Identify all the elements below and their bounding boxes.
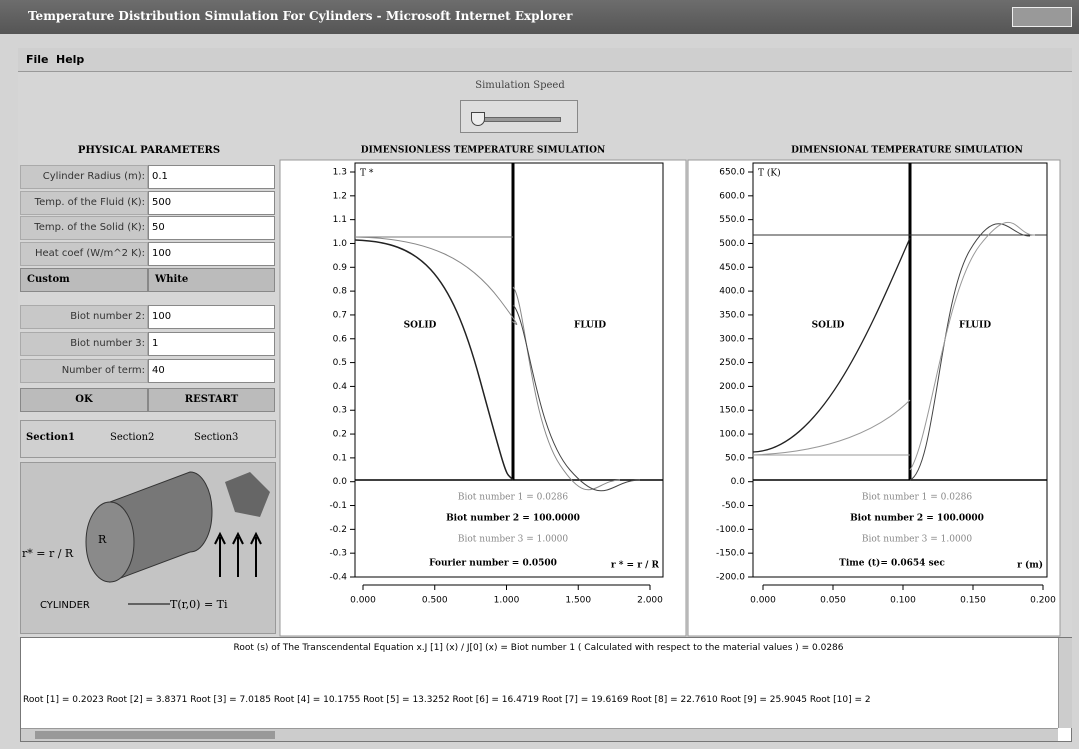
y-tick-label: 100.0	[719, 430, 745, 440]
y-tick-label: 150.0	[719, 406, 745, 416]
y-tick-label: 0.0	[333, 477, 348, 487]
y-tick-label: -200.0	[716, 573, 745, 583]
y-tick-label: 1.3	[333, 168, 347, 178]
output-line: Root [1] = 0.2023 Root [2] = 3.8371 Root…	[23, 695, 871, 705]
y-tick-label: 50.0	[725, 453, 745, 463]
y-tick-label: 0.2	[333, 430, 347, 440]
y-tick-label: 0.9	[333, 263, 348, 273]
y-tick-label: 400.0	[719, 287, 745, 297]
y-tick-label: 550.0	[719, 215, 745, 225]
x-tick-label: 0.200	[1030, 596, 1056, 606]
biot-note: Biot number 3 = 1.0000	[862, 535, 973, 545]
y-tick-label: 1.0	[333, 239, 348, 249]
y-tick-label: 650.0	[719, 168, 745, 178]
y-tick-label: -0.2	[329, 525, 347, 535]
y-tick-label: 450.0	[719, 263, 745, 273]
x-tick-label: 0.000	[750, 596, 776, 606]
x-tick-label: 1.500	[565, 596, 591, 606]
output-area: Root (s) of The Transcendental Equation …	[20, 637, 1072, 742]
footer-note: Time (t)= 0.0654 sec	[839, 558, 945, 569]
y-axis-label: T *	[360, 169, 374, 179]
x-tick-label: 0.150	[960, 596, 986, 606]
biot-note: Biot number 1 = 0.0286	[458, 493, 569, 503]
y-tick-label: -150.0	[716, 549, 745, 559]
y-tick-label: 0.6	[333, 334, 348, 344]
y-tick-label: 0.4	[333, 382, 348, 392]
plot-title: DIMENSIONLESS TEMPERATURE SIMULATION	[361, 146, 605, 156]
y-axis-label: T (K)	[758, 168, 781, 179]
footer-note: Fourier number = 0.0500	[429, 559, 557, 569]
output-line: Root (s) of The Transcendental Equation …	[21, 643, 1056, 653]
y-tick-label: -0.3	[329, 549, 347, 559]
biot-note: Biot number 2 = 100.0000	[446, 514, 580, 524]
horizontal-scrollbar[interactable]	[21, 728, 1058, 741]
y-tick-label: -50.0	[722, 501, 746, 511]
scroll-thumb[interactable]	[35, 731, 275, 739]
y-tick-label: 350.0	[719, 310, 745, 320]
region-label: FLUID	[574, 321, 606, 331]
y-tick-label: 0.7	[333, 310, 347, 320]
y-tick-label: 1.2	[333, 191, 347, 201]
biot-note: Biot number 3 = 1.0000	[458, 535, 569, 545]
y-tick-label: 0.5	[333, 358, 347, 368]
y-tick-label: 250.0	[719, 358, 745, 368]
vertical-scrollbar[interactable]	[1058, 638, 1072, 728]
x-tick-label: 0.050	[820, 596, 846, 606]
biot-note: Biot number 2 = 100.0000	[850, 514, 984, 524]
y-tick-label: 0.0	[731, 477, 746, 487]
x-tick-label: 2.000	[637, 596, 663, 606]
plot-title: DIMENSIONAL TEMPERATURE SIMULATION	[791, 146, 1023, 156]
y-tick-label: 1.1	[333, 215, 347, 225]
y-tick-label: 300.0	[719, 334, 745, 344]
y-tick-label: 0.3	[333, 406, 347, 416]
x-tick-label: 0.500	[422, 596, 448, 606]
y-tick-label: 500.0	[719, 239, 745, 249]
y-tick-label: 0.8	[333, 287, 348, 297]
y-tick-label: 200.0	[719, 382, 745, 392]
x-tick-label: 0.000	[350, 596, 376, 606]
app-window: Temperature Distribution Simulation For …	[0, 0, 1079, 749]
y-tick-label: 0.1	[333, 453, 347, 463]
y-tick-label: 600.0	[719, 191, 745, 201]
y-tick-label: -0.1	[329, 501, 347, 511]
region-label: SOLID	[404, 321, 437, 331]
x-axis-label: r * = r / R	[611, 561, 660, 571]
biot-note: Biot number 1 = 0.0286	[862, 493, 973, 503]
region-label: SOLID	[812, 321, 845, 331]
x-axis-label: r (m)	[1017, 560, 1043, 571]
x-tick-label: 0.100	[890, 596, 916, 606]
y-tick-label: -0.4	[329, 573, 347, 583]
x-tick-label: 1.000	[494, 596, 520, 606]
region-label: FLUID	[959, 321, 991, 331]
y-tick-label: -100.0	[716, 525, 745, 535]
